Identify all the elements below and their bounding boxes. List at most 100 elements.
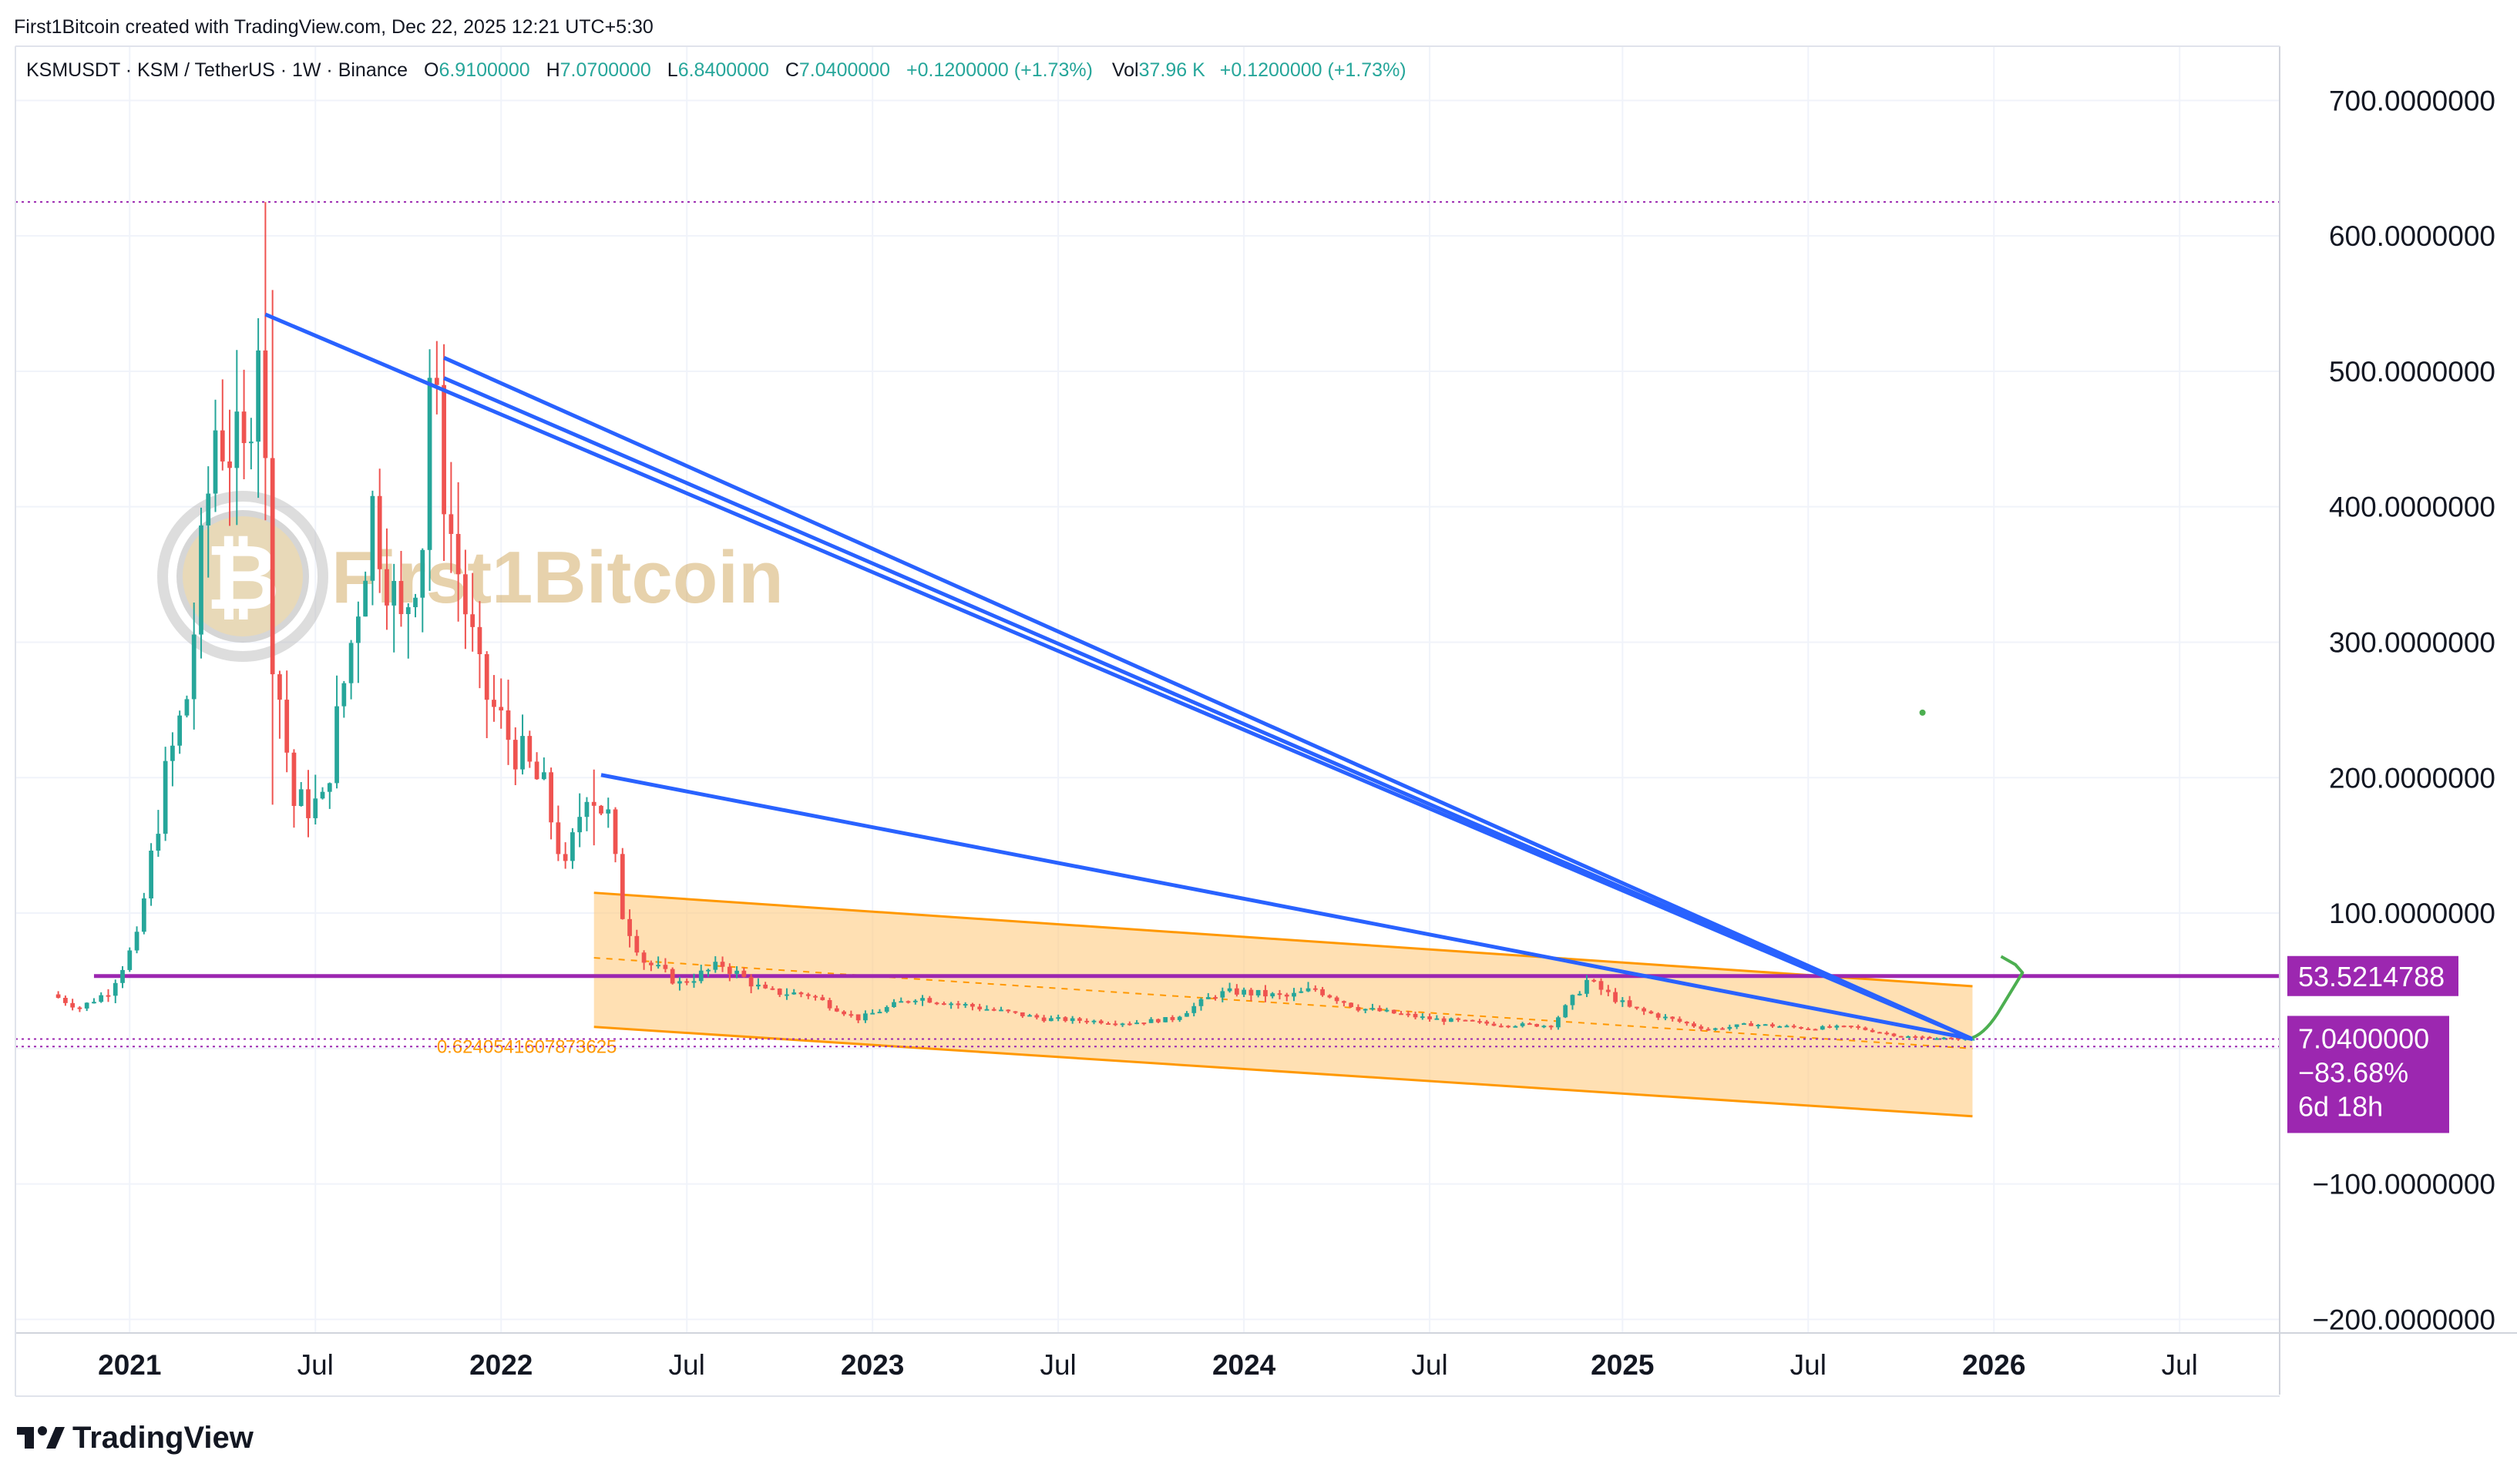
candle-body[interactable] [1784,1026,1789,1028]
candle-body[interactable] [1270,993,1275,997]
candle-body[interactable] [1356,1006,1361,1011]
candle-body[interactable] [641,952,647,963]
candle-body[interactable] [1927,1036,1932,1039]
candle-body[interactable] [298,789,304,806]
candle-body[interactable] [1349,1002,1354,1007]
candle-body[interactable] [777,989,782,995]
candle-body[interactable] [1548,1026,1554,1028]
candle-body[interactable] [1884,1032,1890,1035]
candle-body[interactable] [1813,1029,1818,1031]
candle-body[interactable] [599,805,603,814]
candle-body[interactable] [306,789,311,818]
candle-body[interactable] [1013,1011,1018,1013]
candle-body[interactable] [1620,1000,1625,1002]
candle-body[interactable] [1198,999,1204,1006]
candle-body[interactable] [963,1004,968,1006]
candle-body[interactable] [563,854,568,861]
candle-body[interactable] [1191,1006,1197,1013]
candle-body[interactable] [1856,1026,1861,1028]
candle-body[interactable] [1113,1023,1118,1026]
candle-body[interactable] [1898,1036,1904,1038]
candle-body[interactable] [1956,1037,1961,1040]
candle-body[interactable] [1134,1022,1139,1025]
candle-body[interactable] [949,1003,953,1006]
candle-body[interactable] [1185,1012,1189,1017]
channel-lower-line[interactable] [593,1026,1973,1118]
candle-body[interactable] [334,706,339,784]
candle-body[interactable] [1056,1017,1061,1019]
candle-body[interactable] [442,384,446,515]
candle-body[interactable] [656,965,661,967]
candle-body[interactable] [1220,991,1225,998]
candle-body[interactable] [99,995,104,1002]
candle-body[interactable] [1312,988,1318,990]
candle-body[interactable] [648,962,654,965]
candle-body[interactable] [1699,1026,1704,1029]
candle-body[interactable] [977,1006,983,1009]
candle-body[interactable] [1063,1017,1068,1022]
candle-body[interactable] [842,1011,846,1015]
candle-body[interactable] [1234,988,1239,995]
candle-body[interactable] [191,634,197,700]
candle-body[interactable] [92,1002,96,1004]
candle-body[interactable] [1720,1028,1725,1030]
candle-body[interactable] [934,1002,939,1005]
candle-body[interactable] [991,1009,996,1011]
candle-body[interactable] [1363,1009,1368,1011]
candle-body[interactable] [1734,1024,1739,1027]
candle-body[interactable] [248,442,254,444]
candle-body[interactable] [1827,1026,1832,1028]
candle-body[interactable] [1849,1026,1853,1028]
candle-body[interactable] [1727,1026,1732,1029]
candle-body[interactable] [1948,1037,1954,1039]
candle-body[interactable] [1756,1025,1761,1027]
falling-wedge-trendline[interactable] [264,312,1974,1041]
candle-body[interactable] [199,525,203,635]
candle-body[interactable] [634,935,640,953]
candle-body[interactable] [827,999,832,1009]
candle-body[interactable] [1920,1036,1925,1039]
candle-body[interactable] [492,700,496,707]
candle-body[interactable] [1712,1028,1718,1030]
candle-body[interactable] [470,614,476,627]
candle-body[interactable] [499,707,504,711]
candle-body[interactable] [927,998,933,1003]
legend-symbol[interactable]: KSMUSDT · KSM / TetherUS · 1W · Binance [26,59,408,81]
candle-body[interactable] [1106,1022,1111,1025]
projection-curve[interactable] [1971,955,2025,1039]
candle-body[interactable] [1163,1017,1168,1022]
candle-body[interactable] [206,493,211,525]
candle-body[interactable] [834,1008,839,1012]
candle-body[interactable] [1541,1026,1547,1028]
candle-body[interactable] [684,981,690,983]
candle-body[interactable] [1406,1013,1411,1016]
candle-body[interactable] [1091,1020,1097,1022]
candle-body[interactable] [984,1009,990,1011]
candle-body[interactable] [1906,1036,1910,1039]
candle-body[interactable] [1041,1017,1047,1022]
candle-body[interactable] [170,745,175,761]
candle-body[interactable] [1870,1029,1875,1032]
candle-body[interactable] [577,817,583,833]
candle-body[interactable] [163,760,168,834]
candle-body[interactable] [1663,1016,1668,1019]
candle-body[interactable] [613,809,618,854]
candle-body[interactable] [727,966,732,974]
candle-body[interactable] [1156,1019,1161,1022]
candle-body[interactable] [234,411,240,468]
candle-body[interactable] [863,1013,868,1021]
candle-body[interactable] [213,430,218,494]
candle-body[interactable] [113,982,118,996]
candle-body[interactable] [1470,1019,1475,1022]
candle-body[interactable] [720,962,725,967]
candle-body[interactable] [1506,1026,1511,1028]
candle-body[interactable] [1806,1028,1811,1030]
candle-body[interactable] [1642,1008,1647,1012]
candle-body[interactable] [134,932,139,951]
candle-body[interactable] [1877,1032,1882,1034]
candle-body[interactable] [677,981,682,984]
time-axis[interactable]: 2021 Jul 2022 Jul 2023 Jul 2024 Jul 2025 Jul 2026 J… [98,1349,2198,1381]
candle-body[interactable] [277,674,282,700]
candle-body[interactable] [663,965,668,969]
candle-body[interactable] [1677,1019,1682,1022]
